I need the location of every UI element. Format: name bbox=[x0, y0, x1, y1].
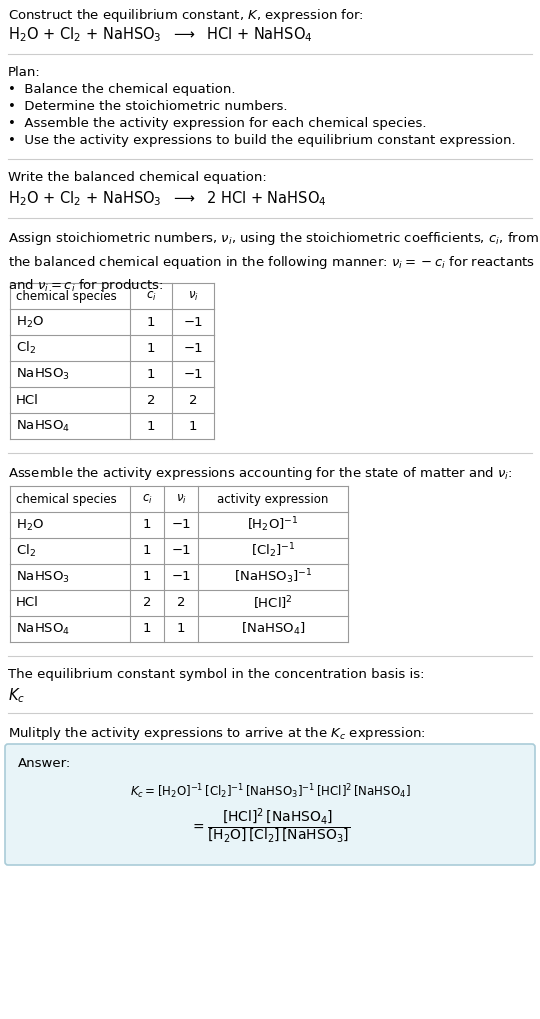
Text: Cl$_2$: Cl$_2$ bbox=[16, 340, 36, 356]
Text: H$_2$O: H$_2$O bbox=[16, 518, 44, 533]
Text: Cl$_2$: Cl$_2$ bbox=[16, 543, 36, 559]
Text: H$_2$O + Cl$_2$ + NaHSO$_3$  $\longrightarrow$  HCl + NaHSO$_4$: H$_2$O + Cl$_2$ + NaHSO$_3$ $\longrighta… bbox=[8, 25, 313, 44]
Text: Answer:: Answer: bbox=[18, 757, 71, 770]
Text: Assemble the activity expressions accounting for the state of matter and $\nu_i$: Assemble the activity expressions accoun… bbox=[8, 465, 512, 482]
Text: chemical species: chemical species bbox=[16, 289, 117, 303]
Text: $c_i$: $c_i$ bbox=[141, 492, 152, 505]
Text: 2: 2 bbox=[189, 393, 197, 407]
Text: The equilibrium constant symbol in the concentration basis is:: The equilibrium constant symbol in the c… bbox=[8, 668, 424, 681]
Text: −1: −1 bbox=[183, 341, 203, 355]
Text: [NaHSO$_3$]$^{-1}$: [NaHSO$_3$]$^{-1}$ bbox=[234, 568, 312, 586]
Text: •  Use the activity expressions to build the equilibrium constant expression.: • Use the activity expressions to build … bbox=[8, 135, 516, 147]
Text: −1: −1 bbox=[171, 519, 191, 532]
Text: 1: 1 bbox=[147, 316, 156, 328]
Text: 1: 1 bbox=[147, 420, 156, 432]
Text: NaHSO$_3$: NaHSO$_3$ bbox=[16, 367, 70, 381]
Text: HCl: HCl bbox=[16, 596, 39, 609]
Text: HCl: HCl bbox=[16, 393, 39, 407]
Text: 2: 2 bbox=[177, 596, 185, 609]
Text: Plan:: Plan: bbox=[8, 66, 40, 79]
Text: 2: 2 bbox=[143, 596, 151, 609]
Text: 2: 2 bbox=[147, 393, 156, 407]
Text: 1: 1 bbox=[143, 623, 151, 636]
FancyBboxPatch shape bbox=[5, 744, 535, 865]
Text: −1: −1 bbox=[183, 316, 203, 328]
Text: •  Balance the chemical equation.: • Balance the chemical equation. bbox=[8, 83, 235, 96]
Text: [H$_2$O]$^{-1}$: [H$_2$O]$^{-1}$ bbox=[247, 516, 299, 534]
Text: −1: −1 bbox=[171, 571, 191, 584]
Text: •  Determine the stoichiometric numbers.: • Determine the stoichiometric numbers. bbox=[8, 100, 287, 113]
Text: −1: −1 bbox=[183, 368, 203, 380]
Text: $\nu_i$: $\nu_i$ bbox=[176, 492, 186, 505]
Text: 1: 1 bbox=[177, 623, 185, 636]
Text: NaHSO$_4$: NaHSO$_4$ bbox=[16, 419, 70, 433]
Text: [HCl]$^2$: [HCl]$^2$ bbox=[253, 594, 293, 611]
Text: 1: 1 bbox=[143, 519, 151, 532]
Text: −1: −1 bbox=[171, 544, 191, 557]
Text: 1: 1 bbox=[143, 571, 151, 584]
Text: [Cl$_2$]$^{-1}$: [Cl$_2$]$^{-1}$ bbox=[251, 542, 295, 560]
Text: 1: 1 bbox=[143, 544, 151, 557]
Text: Write the balanced chemical equation:: Write the balanced chemical equation: bbox=[8, 171, 267, 184]
Text: •  Assemble the activity expression for each chemical species.: • Assemble the activity expression for e… bbox=[8, 117, 427, 130]
Text: NaHSO$_4$: NaHSO$_4$ bbox=[16, 622, 70, 637]
Text: Mulitply the activity expressions to arrive at the $K_c$ expression:: Mulitply the activity expressions to arr… bbox=[8, 725, 426, 742]
Text: H$_2$O: H$_2$O bbox=[16, 315, 44, 329]
Text: 1: 1 bbox=[147, 341, 156, 355]
Text: 1: 1 bbox=[147, 368, 156, 380]
Text: 1: 1 bbox=[189, 420, 197, 432]
Text: $K_c$: $K_c$ bbox=[8, 686, 25, 705]
Text: $\nu_i$: $\nu_i$ bbox=[187, 289, 198, 303]
Text: [NaHSO$_4$]: [NaHSO$_4$] bbox=[241, 621, 305, 637]
Text: $K_c = [\mathrm{H_2O}]^{-1}\,[\mathrm{Cl_2}]^{-1}\,[\mathrm{NaHSO_3}]^{-1}\,[\ma: $K_c = [\mathrm{H_2O}]^{-1}\,[\mathrm{Cl… bbox=[130, 783, 410, 801]
Text: $= \dfrac{[\mathrm{HCl}]^2\,[\mathrm{NaHSO_4}]}{[\mathrm{H_2O}]\,[\mathrm{Cl_2}]: $= \dfrac{[\mathrm{HCl}]^2\,[\mathrm{NaH… bbox=[190, 807, 350, 846]
Text: chemical species: chemical species bbox=[16, 492, 117, 505]
Text: NaHSO$_3$: NaHSO$_3$ bbox=[16, 570, 70, 585]
Text: H$_2$O + Cl$_2$ + NaHSO$_3$  $\longrightarrow$  2 HCl + NaHSO$_4$: H$_2$O + Cl$_2$ + NaHSO$_3$ $\longrighta… bbox=[8, 189, 327, 208]
Text: activity expression: activity expression bbox=[217, 492, 329, 505]
Text: Assign stoichiometric numbers, $\nu_i$, using the stoichiometric coefficients, $: Assign stoichiometric numbers, $\nu_i$, … bbox=[8, 230, 539, 294]
Text: Construct the equilibrium constant, $K$, expression for:: Construct the equilibrium constant, $K$,… bbox=[8, 7, 364, 24]
Text: $c_i$: $c_i$ bbox=[146, 289, 157, 303]
